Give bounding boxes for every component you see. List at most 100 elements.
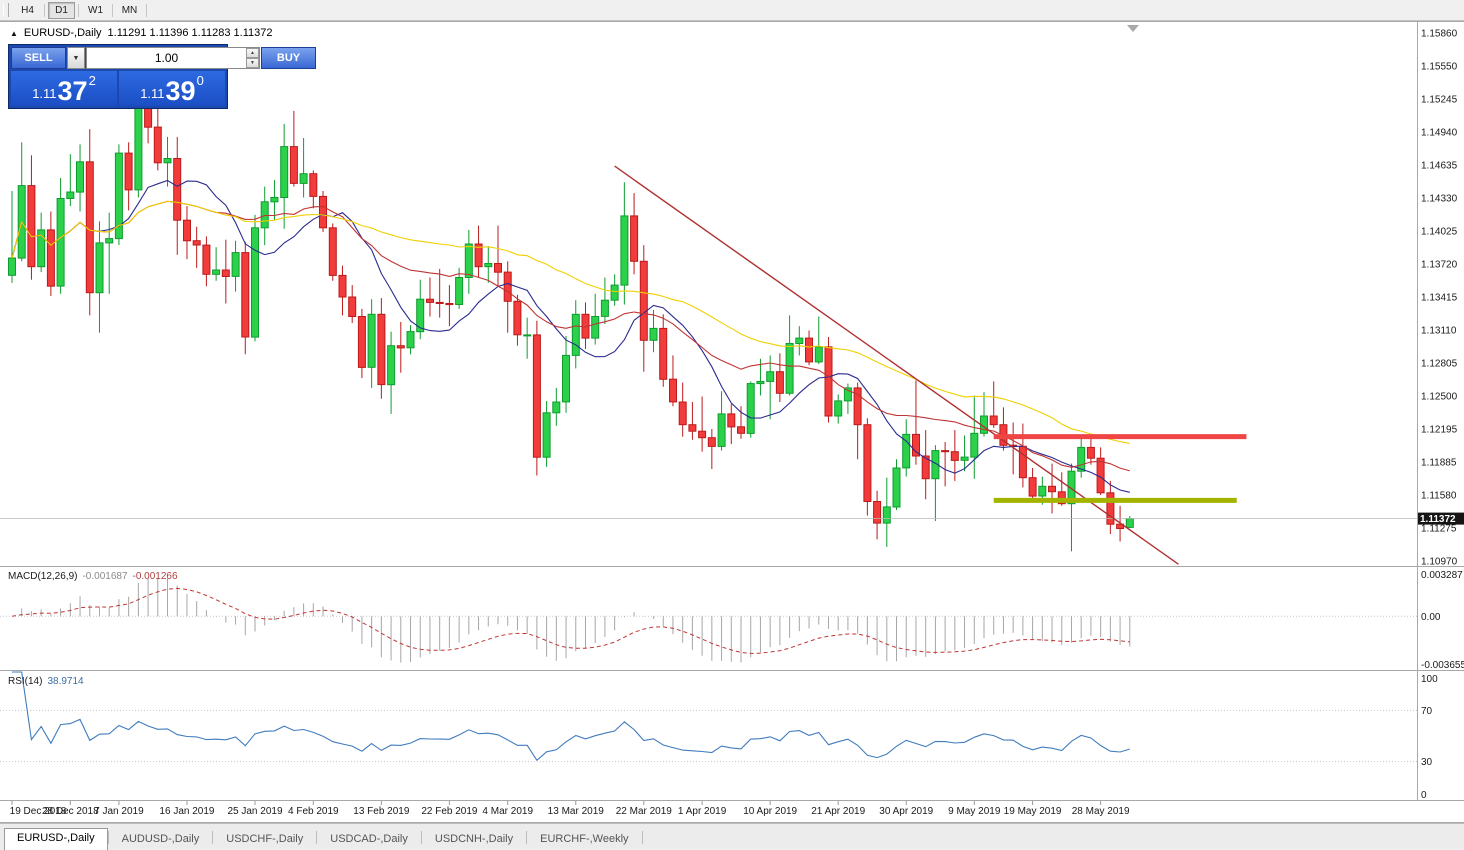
tab-separator xyxy=(420,831,422,844)
tab-separator xyxy=(641,831,643,844)
price-axis[interactable] xyxy=(1418,22,1464,800)
svg-text:70: 70 xyxy=(1421,706,1433,717)
svg-text:1.12195: 1.12195 xyxy=(1421,425,1458,436)
rsi-name: RSI(14) xyxy=(8,676,43,687)
tab-separator xyxy=(526,831,528,844)
toolbar-separator xyxy=(112,3,113,17)
tab-eurchf-weekly[interactable]: EURCHF-,Weekly xyxy=(540,833,629,845)
macd-main-value: -0.001687 xyxy=(82,571,128,582)
svg-text:1.13415: 1.13415 xyxy=(1421,293,1458,304)
svg-text:1.14330: 1.14330 xyxy=(1421,194,1458,205)
chart-ohlc-values: 1.11291 1.11396 1.11283 1.11372 xyxy=(107,27,273,39)
svg-text:21 Apr 2019: 21 Apr 2019 xyxy=(811,806,865,817)
svg-text:13 Feb 2019: 13 Feb 2019 xyxy=(353,806,410,817)
svg-text:0: 0 xyxy=(1421,790,1427,801)
sell-price[interactable]: 1.11 37 2 xyxy=(11,71,117,106)
tab-usdcad-daily[interactable]: USDCAD-,Daily xyxy=(330,833,408,845)
svg-text:1.11275: 1.11275 xyxy=(1421,524,1457,535)
svg-text:1.14940: 1.14940 xyxy=(1421,128,1458,139)
spin-up-icon: ▲ xyxy=(250,49,255,56)
chart-header: ▲ EURUSD-,Daily 1.11291 1.11396 1.11283 … xyxy=(10,27,273,39)
svg-text:22 Mar 2019: 22 Mar 2019 xyxy=(616,806,673,817)
volume-input[interactable] xyxy=(87,48,246,68)
spin-down-icon: ▼ xyxy=(250,59,255,66)
trade-panel-controls: SELL ▼ ▲ ▼ BUY xyxy=(11,47,316,69)
tab-separator xyxy=(212,831,214,844)
tab-eurusd-daily[interactable]: EURUSD-,Daily xyxy=(4,828,108,850)
toolbar-separator xyxy=(146,3,147,17)
sell-button[interactable]: SELL xyxy=(11,47,66,69)
macd-signal-value: -0.001266 xyxy=(132,571,178,582)
buy-price-big-figure: 1.11 xyxy=(140,86,165,101)
toolbar: H4 D1 W1 MN xyxy=(0,0,1464,21)
timeframe-mn-button[interactable]: MN xyxy=(116,1,143,19)
svg-text:9 May 2019: 9 May 2019 xyxy=(948,806,1001,817)
svg-text:13 Mar 2019: 13 Mar 2019 xyxy=(548,806,605,817)
toolbar-separator xyxy=(78,3,79,17)
svg-text:1.11372: 1.11372 xyxy=(1420,514,1456,525)
svg-text:1.13720: 1.13720 xyxy=(1421,260,1458,271)
tab-usdchf-daily[interactable]: USDCHF-,Daily xyxy=(226,833,304,845)
tab-separator xyxy=(316,831,318,844)
svg-text:7 Jan 2019: 7 Jan 2019 xyxy=(94,806,144,817)
svg-text:1.15550: 1.15550 xyxy=(1421,62,1458,73)
svg-text:1.10970: 1.10970 xyxy=(1421,557,1458,568)
time-axis[interactable] xyxy=(0,801,1417,821)
tab-separator xyxy=(107,831,109,844)
svg-text:100: 100 xyxy=(1421,674,1438,685)
svg-text:1.12500: 1.12500 xyxy=(1421,392,1458,403)
timeframe-h4-button[interactable]: H4 xyxy=(14,1,41,19)
svg-text:1 Apr 2019: 1 Apr 2019 xyxy=(678,806,727,817)
svg-text:4 Mar 2019: 4 Mar 2019 xyxy=(482,806,533,817)
timeframe-w1-button[interactable]: W1 xyxy=(82,1,109,19)
sell-price-pips: 37 xyxy=(57,75,88,106)
buy-button[interactable]: BUY xyxy=(261,47,316,69)
rsi-label: RSI(14) 38.9714 xyxy=(8,676,84,687)
svg-text:10 Apr 2019: 10 Apr 2019 xyxy=(743,806,797,817)
svg-text:22 Feb 2019: 22 Feb 2019 xyxy=(421,806,478,817)
macd-label: MACD(12,26,9) -0.001687 -0.001266 xyxy=(8,571,178,582)
svg-text:1.12805: 1.12805 xyxy=(1421,359,1458,370)
one-click-panel-toggle-icon[interactable]: ▲ xyxy=(10,28,18,38)
volume-dropdown-button[interactable]: ▼ xyxy=(67,47,85,69)
svg-text:19 May 2019: 19 May 2019 xyxy=(1004,806,1062,817)
timeframe-d1-button[interactable]: D1 xyxy=(48,1,75,19)
sell-price-big-figure: 1.11 xyxy=(32,86,57,101)
macd-name: MACD(12,26,9) xyxy=(8,571,78,582)
svg-text:19 Dec 2018: 19 Dec 2018 xyxy=(10,806,67,817)
svg-text:1.11885: 1.11885 xyxy=(1421,458,1457,469)
volume-down-button[interactable]: ▼ xyxy=(246,58,259,68)
svg-text:1.15245: 1.15245 xyxy=(1421,95,1458,106)
svg-text:1.14635: 1.14635 xyxy=(1421,161,1458,172)
svg-text:25 Jan 2019: 25 Jan 2019 xyxy=(227,806,282,817)
svg-text:0.00: 0.00 xyxy=(1421,612,1441,623)
svg-text:30 Apr 2019: 30 Apr 2019 xyxy=(879,806,933,817)
svg-text:4 Feb 2019: 4 Feb 2019 xyxy=(288,806,339,817)
chart-symbol-label: EURUSD-,Daily xyxy=(23,27,102,39)
volume-field-group: ▲ ▼ xyxy=(86,47,260,69)
tab-usdcnh-daily[interactable]: USDCNH-,Daily xyxy=(434,833,514,845)
buy-price-point: 0 xyxy=(196,73,204,88)
svg-text:1.11580: 1.11580 xyxy=(1421,491,1457,502)
svg-text:28 Dec 2018: 28 Dec 2018 xyxy=(42,806,99,817)
buy-price-pips: 39 xyxy=(165,75,196,106)
chart-tabbar: EURUSD-,Daily AUDUSD-,Daily USDCHF-,Dail… xyxy=(0,823,1464,850)
toolbar-grip[interactable] xyxy=(3,3,9,17)
svg-text:-0.003655: -0.003655 xyxy=(1421,660,1464,671)
toolbar-separator xyxy=(44,3,45,17)
trade-panel-prices: 1.11 37 2 1.11 39 0 xyxy=(11,71,225,106)
volume-up-button[interactable]: ▲ xyxy=(246,48,259,58)
chevron-down-icon: ▼ xyxy=(72,54,80,62)
svg-text:1.14025: 1.14025 xyxy=(1421,227,1458,238)
svg-text:30: 30 xyxy=(1421,757,1433,768)
svg-text:28 May 2019: 28 May 2019 xyxy=(1072,806,1130,817)
svg-text:16 Jan 2019: 16 Jan 2019 xyxy=(159,806,214,817)
tab-audusd-daily[interactable]: AUDUSD-,Daily xyxy=(121,833,200,845)
buy-price[interactable]: 1.11 39 0 xyxy=(119,71,225,106)
svg-text:0.003287: 0.003287 xyxy=(1421,570,1463,581)
volume-spinner: ▲ ▼ xyxy=(246,48,259,68)
svg-text:1.13110: 1.13110 xyxy=(1421,326,1457,337)
rsi-value: 38.9714 xyxy=(47,676,84,687)
